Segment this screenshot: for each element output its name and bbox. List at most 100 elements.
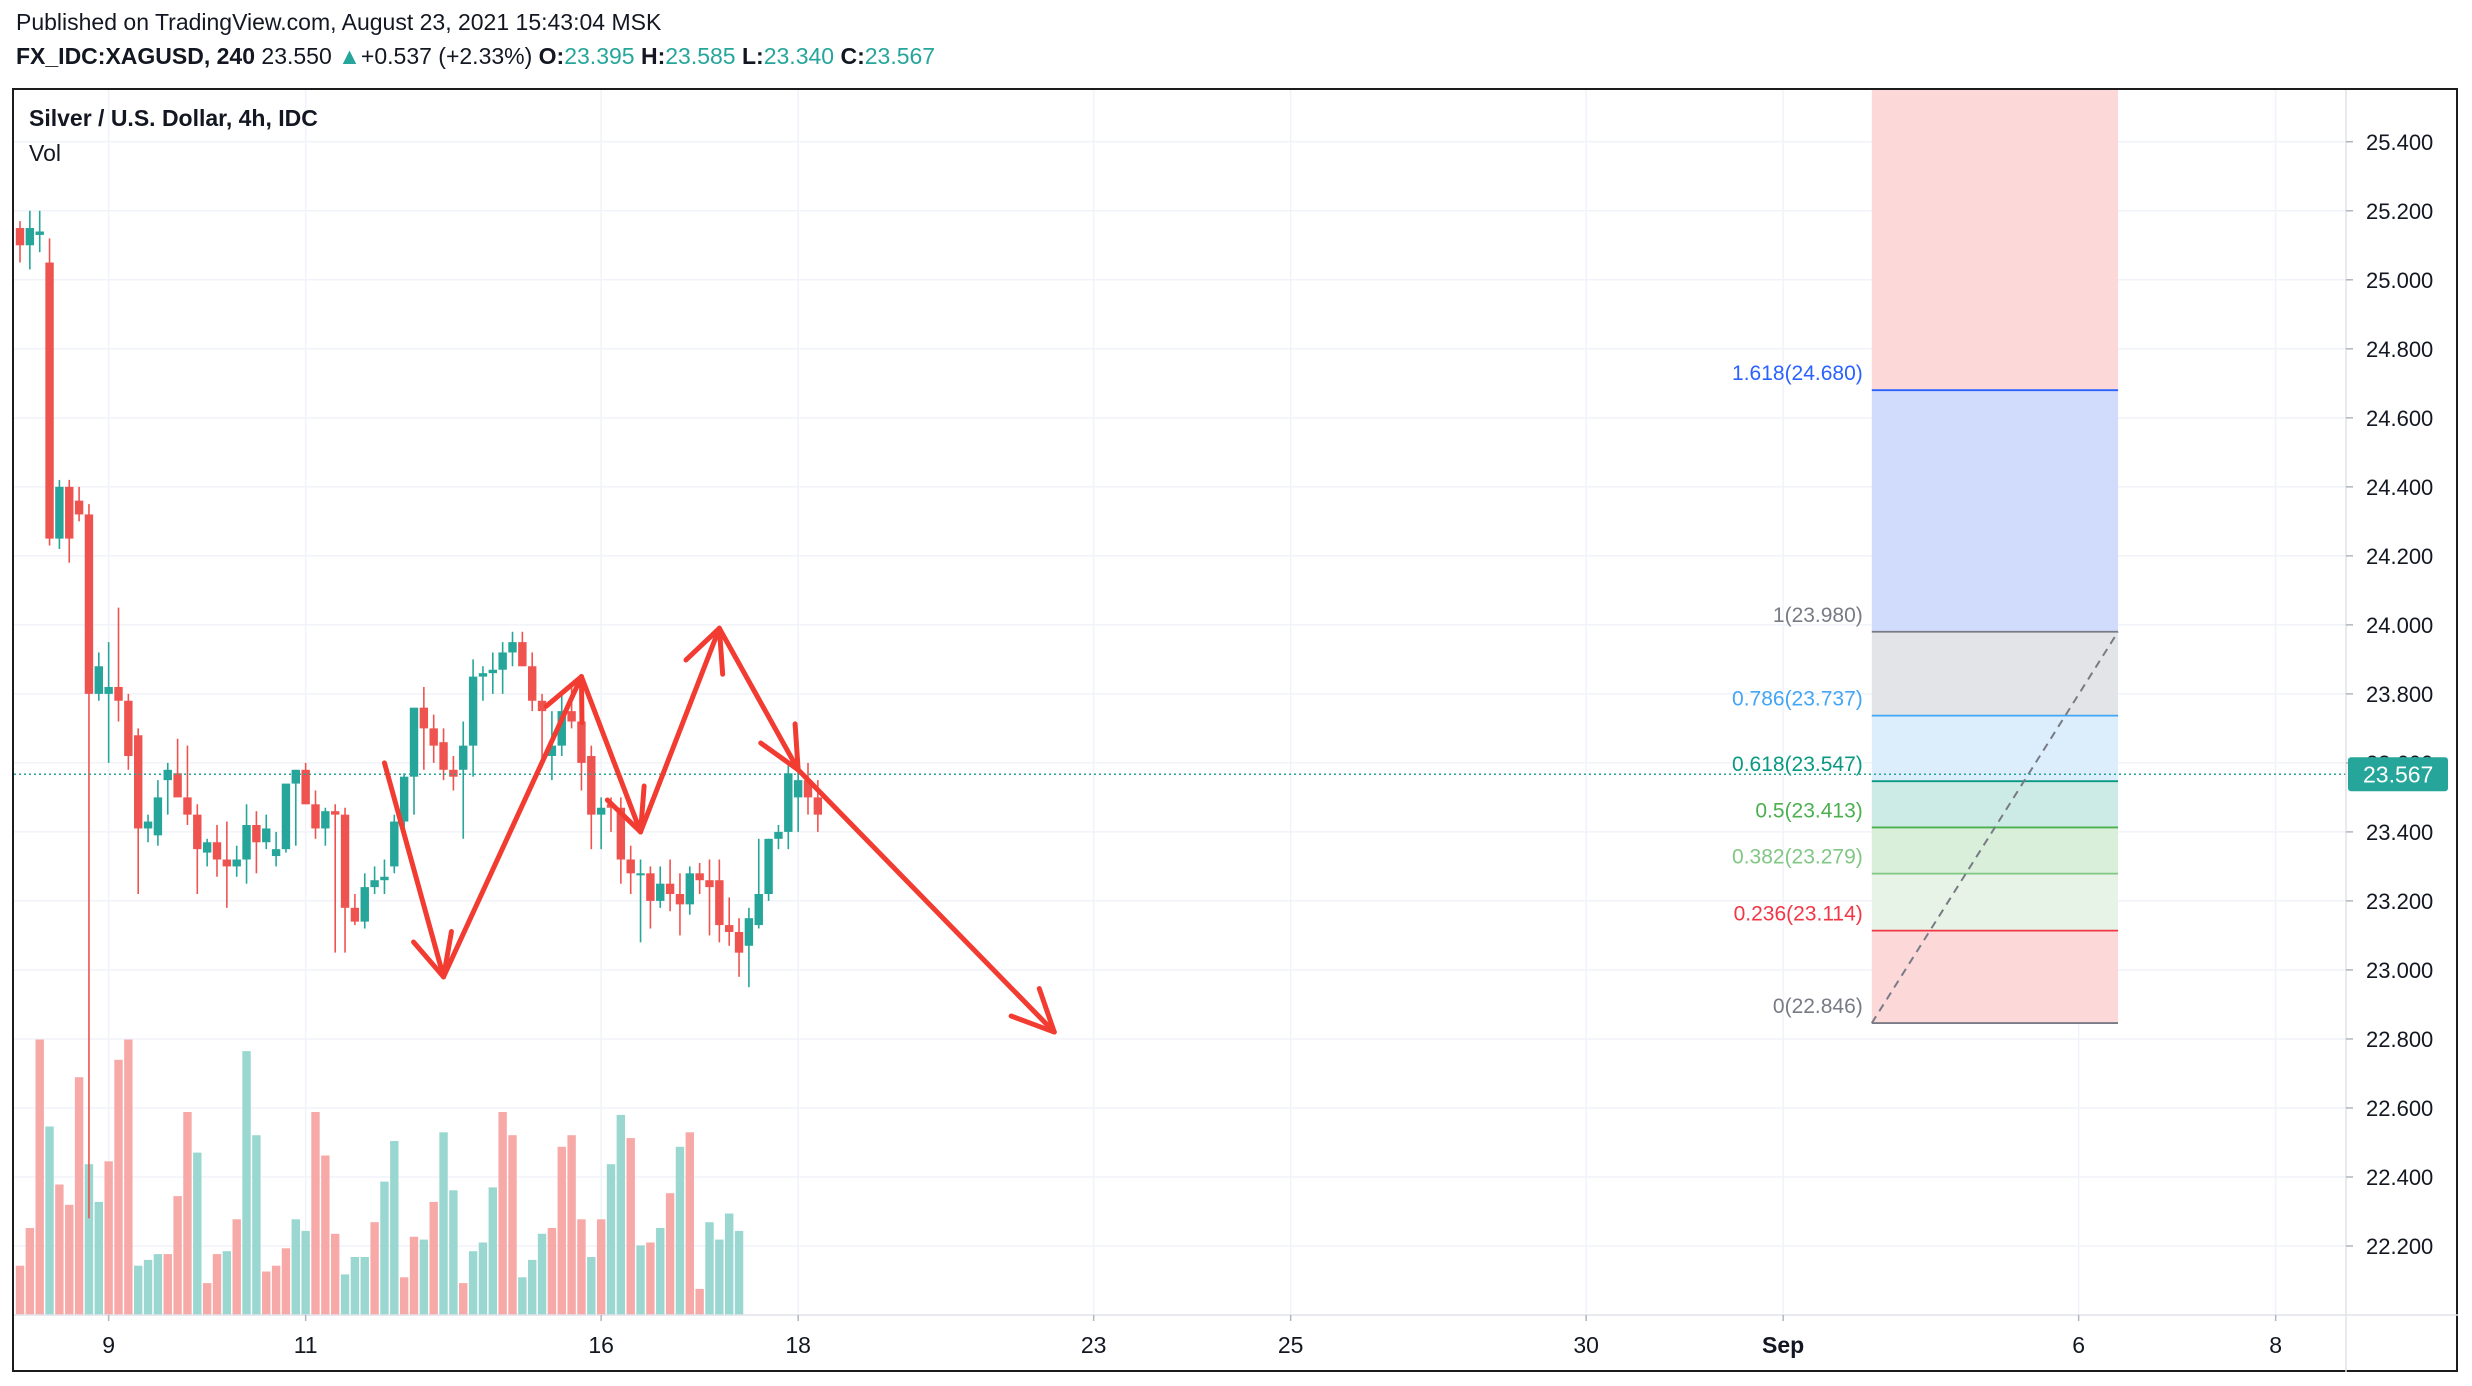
candle-body [656,883,665,901]
candle-body [114,686,123,701]
volume-bar [55,1184,64,1315]
time-tick-label: 25 [1278,1332,1304,1358]
candle-body [183,797,192,815]
candle-body [508,642,517,653]
close-value: 23.567 [864,43,936,69]
time-tick-label: 16 [588,1332,614,1358]
volume-bar [173,1196,182,1315]
close-label: C: [840,43,865,69]
candle-body [725,925,734,932]
candle-body [55,486,64,539]
volume-bar [665,1193,675,1315]
price-tick-label: 25.000 [2366,268,2433,293]
volume-bar [675,1146,685,1315]
candle-body [784,773,793,832]
time-tick-label: 11 [294,1332,318,1358]
candle-body [587,755,596,815]
candle-body [665,883,675,895]
fib-level-label: 1(23.980) [1773,604,1863,627]
volume-bar [468,1251,478,1315]
candle-body [173,773,182,798]
fib-zone [1871,930,2119,1024]
candle-body [311,804,320,829]
volume-bar [350,1257,360,1315]
candle-body [163,769,172,781]
candle-body [15,228,25,246]
volume-bar [281,1248,291,1315]
time-tick-label: 6 [2072,1332,2085,1358]
volume-bar [409,1236,419,1315]
up-arrow-icon: ▲ [338,43,361,69]
volume-bar [35,1039,44,1315]
volume-bar [84,1164,94,1315]
price-change: +0.537 (+2.33%) [360,43,533,69]
volume-bar [734,1230,744,1315]
volume-bar [183,1112,192,1315]
arrow-head [604,797,644,835]
volume-bar [419,1239,429,1315]
candle-body [74,500,84,515]
volume-bar [134,1265,143,1315]
price-tick-label: 23.800 [2366,682,2433,707]
price-tick-label: 23.000 [2366,958,2433,983]
volume-bar [124,1039,133,1315]
fib-level-label: 0.618(23.547) [1732,753,1863,776]
arrow-line [578,674,644,835]
time-tick-label: Sep [1762,1332,1804,1358]
candle-body [212,842,222,860]
candle-body [350,907,360,922]
price-tick-label: 22.400 [2366,1165,2433,1190]
candle-body [803,780,813,798]
candle-body [360,887,369,922]
candle-body [478,673,488,677]
candle-body [468,676,478,746]
price-tick-label: 22.200 [2366,1234,2433,1259]
volume-bar [429,1201,438,1315]
volume-bar [508,1135,517,1315]
volume-bar [547,1228,557,1315]
volume-bar [143,1259,153,1315]
volume-bar [725,1213,734,1315]
candle-body [646,873,655,901]
fib-level-label: 1.618(24.680) [1732,362,1863,385]
candle-body [202,842,212,853]
candle-body [419,707,429,729]
time-tick-label: 18 [785,1332,811,1358]
candle-body [596,807,606,815]
volume-bar [202,1283,212,1315]
volume-bar [518,1277,527,1315]
volume-bar [449,1190,458,1315]
arrow-head [758,740,801,773]
time-tick-label: 23 [1081,1332,1107,1358]
candle-body [705,880,714,888]
candle-body [577,721,586,763]
volume-bar [271,1265,281,1315]
fib-level-label: 0(22.846) [1773,995,1863,1018]
candle-body [153,797,163,836]
candle-body [528,666,537,701]
candle-body [685,873,694,905]
price-tick-label: 22.800 [2366,1027,2433,1052]
volume-bar [715,1239,724,1315]
volume-bar [163,1254,172,1315]
published-line: Published on TradingView.com, August 23,… [16,9,662,35]
open-label: O: [538,43,565,69]
fib-zone-top [1871,90,2119,391]
time-tick-label: 8 [2269,1332,2282,1358]
last-price-tag [2348,757,2448,792]
volume-bar [360,1257,369,1315]
arrow-head [1036,986,1057,1035]
volume-bar [596,1219,606,1315]
arrow-head [578,674,585,726]
arrow-line [441,674,584,980]
volume-bar [380,1181,389,1315]
fib-zone [1871,390,2119,632]
candle-body [124,700,133,756]
candle-body [222,859,232,867]
candle-body [94,666,103,694]
candle-body [331,811,340,815]
volume-bar [557,1146,566,1315]
chart-frame [12,88,2458,1372]
volume-bar [232,1219,241,1315]
